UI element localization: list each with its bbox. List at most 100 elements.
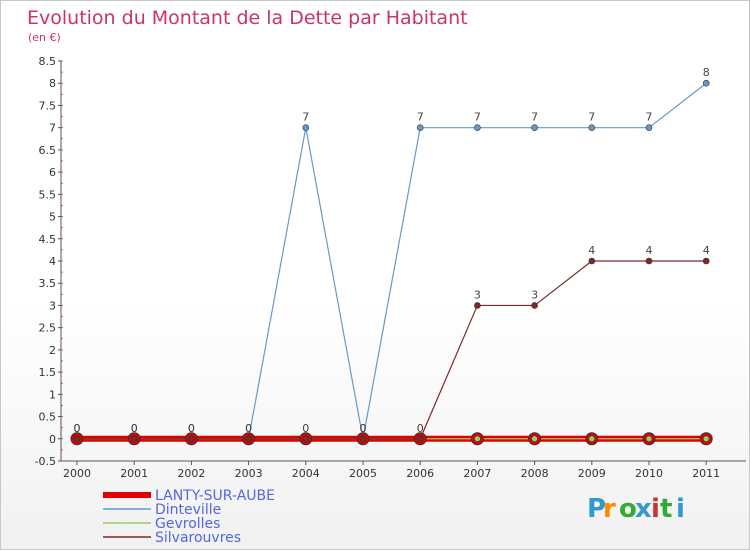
data-point (416, 435, 424, 443)
y-tick-label: 7.5 (39, 99, 57, 112)
axes: -0.5 0 0.5 1 1.5 2 2.5 3 3.5 4 4.5 5 5.5 6 6.5 7 7.5 8 8.5… (35, 55, 746, 480)
y-tick-label: 4 (49, 255, 56, 268)
data-point (302, 435, 310, 443)
data-point (645, 435, 653, 443)
data-point (645, 257, 653, 265)
data-label: 3 (474, 288, 481, 301)
data-label: 4 (646, 244, 653, 257)
x-tick-label: 2011 (692, 467, 720, 480)
data-point (188, 435, 195, 443)
x-tick-label: 2010 (635, 467, 663, 480)
y-tick-label: 0.5 (39, 411, 57, 424)
proxiti-logo: Pr ox i t i (587, 494, 685, 524)
data-label: 0 (131, 422, 138, 435)
x-tick-label: 2000 (63, 467, 91, 480)
y-tick-label: 0 (49, 433, 56, 446)
data-label: 0 (74, 422, 81, 435)
data-label: 7 (302, 111, 309, 124)
data-label: 7 (531, 111, 538, 124)
logo-letter: x (635, 494, 652, 524)
data-label: 4 (588, 244, 595, 257)
legend-label: LANTY-SUR-AUBE (155, 488, 275, 504)
series-layer (70, 79, 713, 446)
data-label: 4 (703, 244, 710, 257)
x-tick-label: 2002 (177, 467, 205, 480)
data-label: 0 (302, 422, 309, 435)
data-label: 0 (74, 422, 81, 435)
x-tick-label: 2005 (349, 467, 377, 480)
x-tick-label: 2006 (406, 467, 434, 480)
logo-letter: r (603, 494, 616, 524)
data-label: 0 (360, 422, 367, 435)
chart-subtitle: (en €) (28, 31, 61, 44)
y-tick-label: 8.5 (39, 55, 57, 68)
data-point (474, 302, 481, 309)
series-line-silvarouvres (77, 260, 707, 440)
x-tick-label: 2003 (235, 467, 263, 480)
x-tick-label: 2004 (292, 467, 320, 480)
y-tick-label: 7 (49, 122, 56, 135)
y-tick-label: 8 (49, 77, 56, 90)
data-point (359, 435, 367, 443)
y-tick-label: 6.5 (39, 144, 57, 157)
data-point (474, 124, 481, 131)
logo-letter: t (660, 494, 672, 524)
data-point (531, 124, 538, 131)
logo-letter: P (587, 494, 606, 524)
y-tick-label: 3 (49, 299, 56, 312)
data-label: 7 (646, 111, 653, 124)
data-label: 0 (245, 422, 252, 435)
data-point (73, 435, 81, 443)
y-tick-label: 2 (49, 344, 56, 357)
data-label: 7 (474, 111, 481, 124)
data-point (702, 257, 710, 265)
logo-letter: i (651, 494, 660, 524)
data-point (588, 124, 596, 131)
x-tick-label: 2009 (578, 467, 606, 480)
logo-letter: o (619, 494, 637, 524)
data-point (474, 435, 481, 443)
data-label: 0 (360, 422, 367, 435)
y-tick-label: 2.5 (39, 322, 57, 335)
data-point (531, 302, 538, 309)
data-label: 8 (703, 66, 710, 79)
data-point (130, 435, 138, 443)
data-label: 0 (131, 422, 138, 435)
y-tick-label: 6 (49, 166, 56, 179)
y-tick-label: 4.5 (39, 233, 57, 246)
legend-label: Dinteville (155, 502, 221, 518)
data-point (302, 124, 310, 131)
y-tick-label: 1 (49, 388, 56, 401)
y-tick-label: 5.5 (39, 188, 57, 201)
data-point (702, 435, 710, 443)
data-point (588, 435, 596, 443)
y-tick-label: 1.5 (39, 366, 57, 379)
x-tick-label: 2001 (120, 467, 148, 480)
data-label: 7 (588, 111, 595, 124)
logo-letter: i (676, 494, 685, 524)
legend: LANTY-SUR-AUBEDintevilleGevrollesSilvaro… (103, 488, 275, 546)
data-label: 0 (245, 422, 252, 435)
data-label: 7 (417, 111, 424, 124)
legend-label: Gevrolles (155, 516, 220, 532)
data-point (245, 435, 252, 443)
data-point (645, 124, 653, 131)
data-label: 3 (531, 288, 538, 301)
x-tick-label: 2008 (521, 467, 549, 480)
data-point (416, 124, 424, 131)
x-tick-label: 2007 (463, 467, 491, 480)
y-tick-label: -0.5 (35, 455, 56, 468)
data-label: 0 (188, 422, 195, 435)
data-label: 0 (417, 422, 424, 435)
data-point (588, 257, 596, 265)
data-label: 0 (188, 422, 195, 435)
data-point (702, 79, 710, 87)
chart-title: Evolution du Montant de la Dette par Hab… (27, 7, 468, 29)
y-tick-label: 5 (49, 211, 56, 224)
data-point (531, 435, 538, 443)
legend-label: Silvarouvres (155, 530, 241, 546)
y-tick-label: 3.5 (39, 277, 57, 290)
